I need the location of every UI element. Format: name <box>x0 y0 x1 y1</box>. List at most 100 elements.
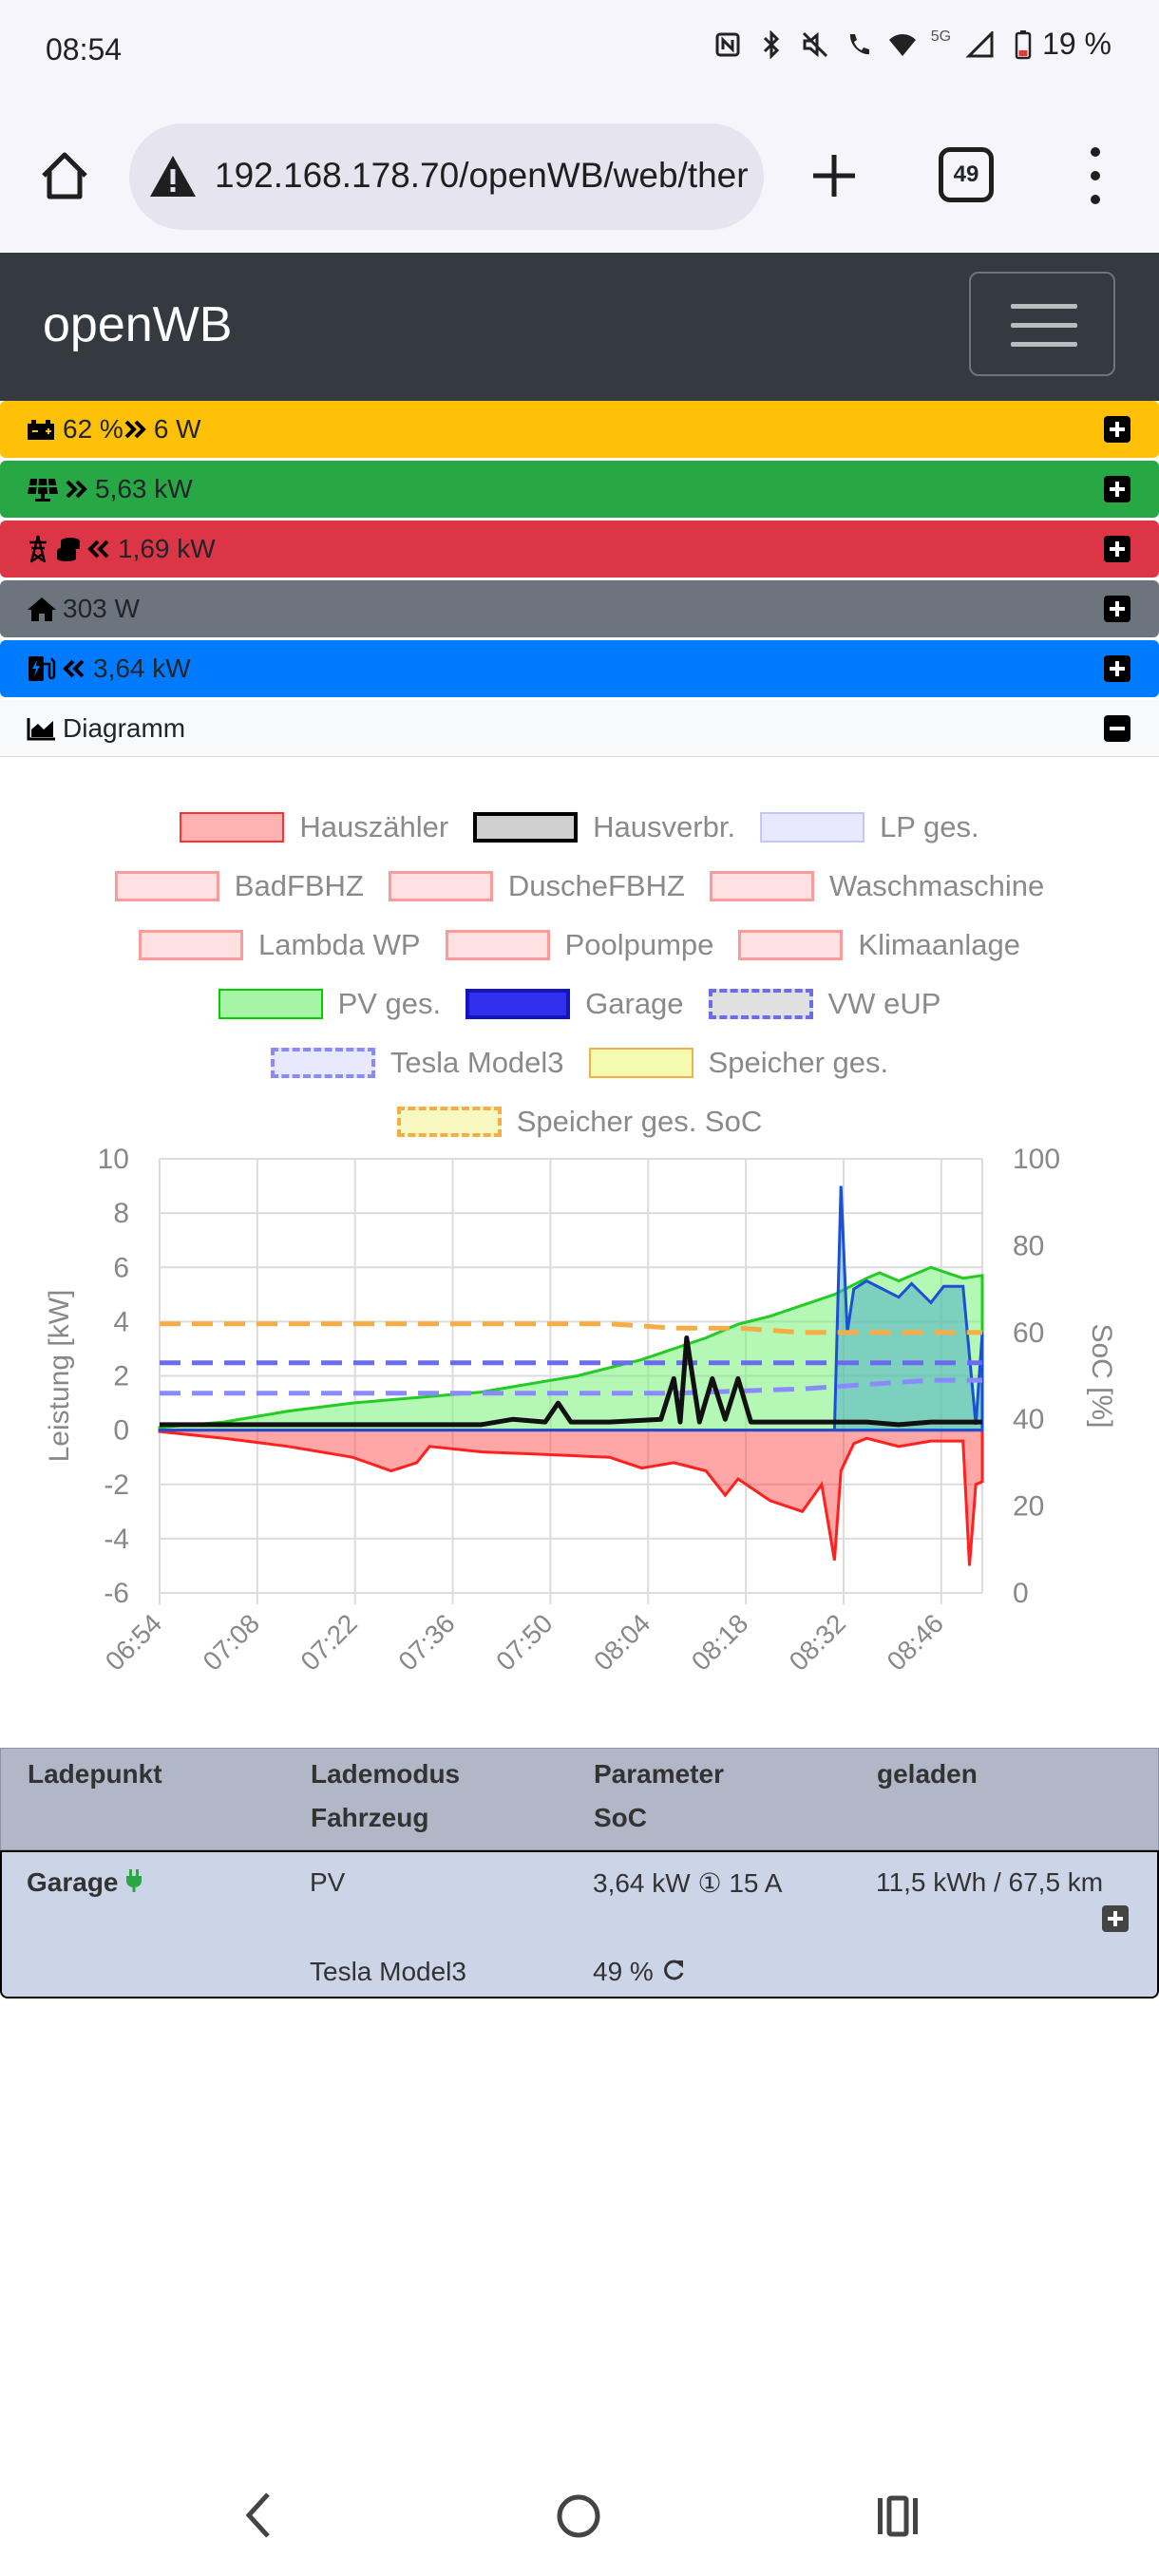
browser-menu-button[interactable] <box>1081 147 1110 204</box>
call-icon <box>844 29 874 60</box>
refresh-icon[interactable] <box>661 1958 686 1989</box>
status-icons: 5G 19 % <box>712 27 1112 62</box>
y2-tick-label: 60 <box>1013 1317 1044 1349</box>
y-tick-label: -2 <box>104 1469 129 1501</box>
legend-item[interactable]: Speicher ges. SoC <box>396 1105 763 1139</box>
charged-energy: 11,5 kWh / 67,5 km <box>876 1867 1104 1897</box>
recents-icon[interactable] <box>874 2492 922 2540</box>
y-tick-label: 0 <box>113 1415 129 1447</box>
legend-label: Speicher ges. SoC <box>516 1105 763 1138</box>
battery-icon <box>27 418 55 441</box>
chargepoint-name-label: Garage <box>27 1867 119 1897</box>
collapse-icon[interactable] <box>1104 715 1130 742</box>
url-text: 192.168.178.70/openWB/web/ther <box>215 156 749 195</box>
chart-legend: Hauszähler Hausverbr. LP ges. BadFBHZ Dusche… <box>57 798 1102 1151</box>
series-hausverbrauch-line <box>160 1335 982 1428</box>
legend-label: Poolpumpe <box>564 928 714 961</box>
legend-label: LP ges. <box>880 810 979 843</box>
vehicle-soc[interactable]: 49 % <box>593 1957 686 1989</box>
legend-swatch <box>138 930 243 960</box>
legend-item[interactable]: Garage <box>466 987 684 1021</box>
y-tick-label: -6 <box>104 1578 129 1609</box>
row-pv[interactable]: 5,63 kW <box>0 461 1159 518</box>
legend-swatch <box>114 871 219 901</box>
x-tick-label: 07:50 <box>490 1608 558 1676</box>
legend-item[interactable]: Hausverbr. <box>473 810 735 844</box>
header-geladen: geladen <box>877 1759 978 1789</box>
legend-swatch <box>445 930 550 960</box>
legend-item[interactable]: BadFBHZ <box>114 869 364 903</box>
legend-item[interactable]: Poolpumpe <box>445 928 714 962</box>
back-icon[interactable] <box>239 2489 277 2542</box>
header-lademodus: Lademodus <box>311 1759 461 1789</box>
signal-icon <box>964 29 995 60</box>
battery-level: 19 % <box>1042 27 1112 61</box>
double-chevron-right-icon <box>124 419 148 440</box>
legend-label: Waschmaschine <box>828 869 1045 902</box>
home-circle-icon[interactable] <box>555 2492 602 2540</box>
row-grid[interactable]: 1,69 kW <box>0 521 1159 578</box>
legend-item[interactable]: Lambda WP <box>138 928 421 962</box>
row-house[interactable]: 303 W <box>0 580 1159 637</box>
series-speicher-soc-line <box>160 1321 982 1335</box>
charge-parameter: 3,64 kW ① 15 A <box>593 1868 783 1898</box>
expand-icon[interactable] <box>1104 536 1130 562</box>
legend-item[interactable]: VW eUP <box>708 987 941 1021</box>
series-hauszaehler-area <box>158 1429 984 1566</box>
home-icon <box>27 596 57 622</box>
legend-label: VW eUP <box>827 987 941 1020</box>
warning-icon[interactable] <box>148 152 198 201</box>
legend-swatch <box>709 871 814 901</box>
expand-icon[interactable] <box>1104 596 1130 622</box>
expand-icon[interactable] <box>1102 1905 1129 1932</box>
tab-switcher-button[interactable]: 49 <box>939 147 994 202</box>
legend-label: Klimaanlage <box>858 928 1021 961</box>
plus-icon <box>813 155 855 197</box>
y-tick-label: 4 <box>113 1306 129 1337</box>
navbar-toggle-button[interactable] <box>969 272 1115 376</box>
wifi-icon <box>887 29 918 60</box>
row-battery[interactable]: 62 % 6 W <box>0 401 1159 458</box>
legend-item[interactable]: Tesla Model3 <box>270 1046 564 1080</box>
legend-item[interactable]: DuscheFBHZ <box>388 869 685 903</box>
legend-swatch <box>270 1048 375 1078</box>
legend-label: Hausverbr. <box>593 810 736 843</box>
bluetooth-icon <box>756 29 787 60</box>
chargepoint-name[interactable]: Garage <box>27 1867 142 1900</box>
nfc-icon <box>712 29 743 60</box>
plug-icon <box>125 1868 142 1900</box>
y-tick-label: 8 <box>113 1198 129 1229</box>
expand-icon[interactable] <box>1104 476 1130 502</box>
address-bar[interactable]: 192.168.178.70/openWB/web/ther <box>129 123 764 230</box>
table-row[interactable]: Garage PV 3,64 kW ① 15 A 11,5 kWh / 67,5… <box>0 1850 1159 1998</box>
header-fahrzeug: Fahrzeug <box>311 1803 429 1832</box>
legend-row: Speicher ges. SoC <box>57 1092 1102 1151</box>
legend-label: Speicher ges. <box>708 1046 889 1079</box>
legend-label: Garage <box>585 987 684 1020</box>
status-time: 08:54 <box>46 32 123 66</box>
row-chargepoint[interactable]: 3,64 kW <box>0 640 1159 697</box>
expand-icon[interactable] <box>1104 416 1130 443</box>
legend-item[interactable]: Klimaanlage <box>738 928 1020 962</box>
legend-item[interactable]: LP ges. <box>760 810 979 844</box>
header-parameter: Parameter <box>594 1759 724 1789</box>
legend-item[interactable]: Waschmaschine <box>709 869 1045 903</box>
coins-icon <box>55 536 82 562</box>
table-header: Ladepunkt Lademodus Fahrzeug Parameter S… <box>0 1748 1159 1850</box>
new-tab-button[interactable] <box>806 147 863 204</box>
legend-item[interactable]: Hauszähler <box>180 810 448 844</box>
x-tick-label: 07:08 <box>198 1608 265 1676</box>
legend-item[interactable]: Speicher ges. <box>588 1046 889 1080</box>
legend-swatch <box>760 812 865 843</box>
charge-mode[interactable]: PV <box>310 1867 346 1897</box>
legend-swatch <box>473 812 579 843</box>
legend-item[interactable]: PV ges. <box>218 987 441 1021</box>
vehicle-name: Tesla Model3 <box>310 1957 466 1986</box>
row-diagram[interactable]: Diagramm <box>0 700 1159 757</box>
header-ladepunkt: Ladepunkt <box>28 1759 162 1789</box>
expand-icon[interactable] <box>1104 655 1130 682</box>
x-tick-label: 08:04 <box>588 1608 656 1676</box>
home-button[interactable] <box>36 147 93 204</box>
brand-title[interactable]: openWB <box>43 297 233 352</box>
